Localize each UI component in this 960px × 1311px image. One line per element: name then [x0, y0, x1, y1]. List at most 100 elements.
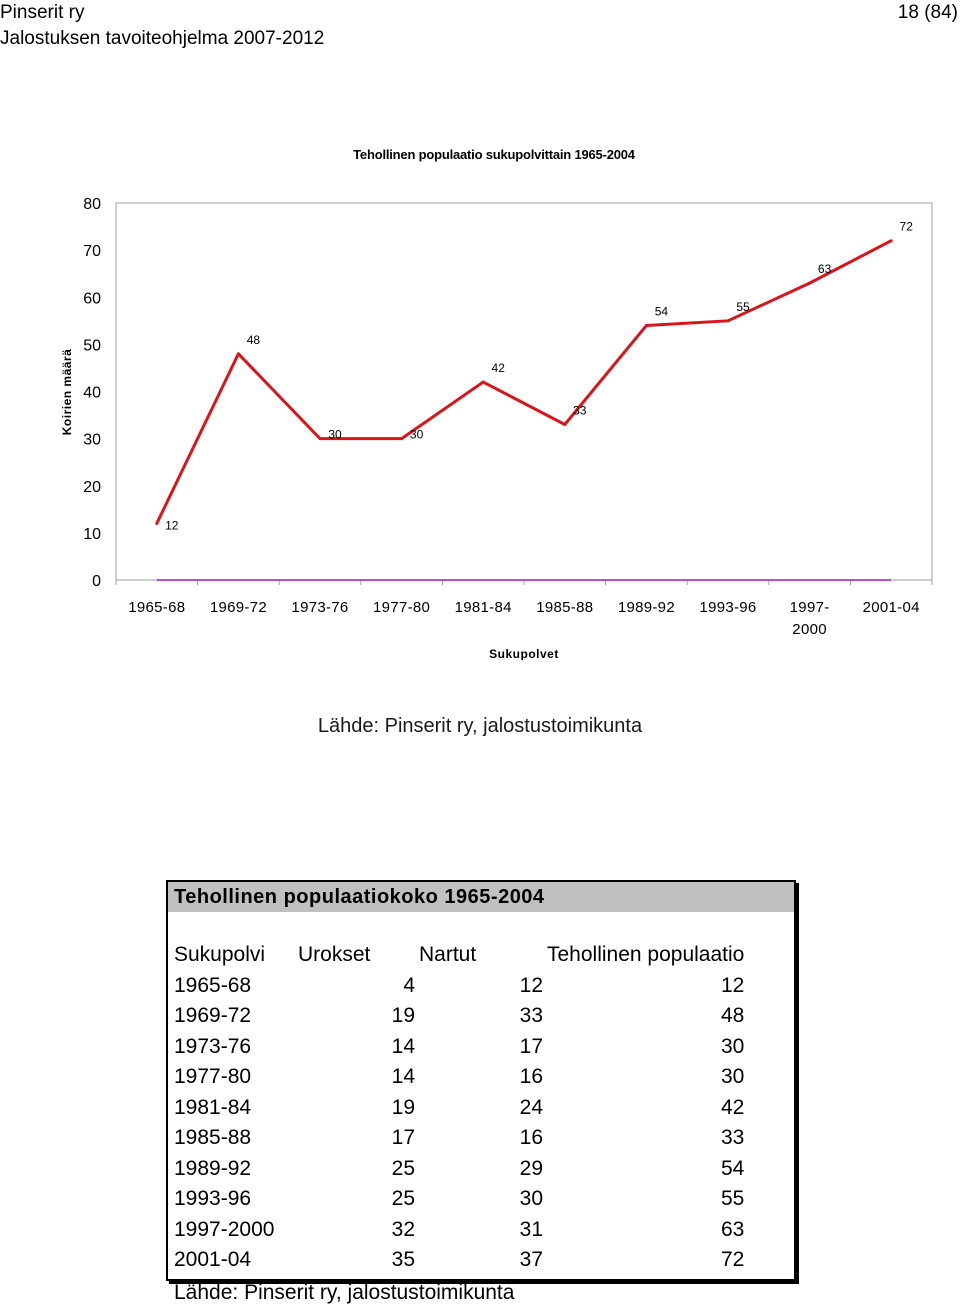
table-cell: 55: [720, 1187, 745, 1211]
x-tick-label: 1989-92: [618, 599, 675, 616]
table-cell: 30: [519, 1187, 543, 1211]
table-cell: 33: [519, 1004, 543, 1028]
table-cell: 2001-04: [174, 1248, 252, 1272]
data-point: [400, 437, 404, 441]
table-header-row: Sukupolvi Urokset Nartut Tehollinen popu…: [174, 940, 748, 971]
table-row: 1969-72 19 33 48: [174, 1001, 748, 1032]
table-cell: 29: [519, 1156, 543, 1180]
x-tick-label: 2001-04: [863, 599, 920, 616]
table-row: 1997-2000 32 31 63: [174, 1215, 748, 1246]
population-table: Sukupolvi Urokset Nartut Tehollinen popu…: [174, 940, 748, 1276]
table-cell: 19: [391, 1095, 415, 1119]
table-row: 1977-80 14 16 30: [174, 1062, 748, 1093]
table-cell: 30: [720, 1065, 745, 1089]
table-cell: 17: [391, 1126, 415, 1150]
table-row: 1965-68 4 12 12: [174, 971, 748, 1002]
y-tick-label: 30: [83, 432, 101, 449]
data-label: 48: [247, 333, 261, 347]
line-chart: Tehollinen populaatio sukupolvittain 196…: [60, 147, 933, 660]
y-tick-label: 40: [83, 385, 101, 402]
table-cell: 14: [391, 1034, 415, 1058]
table-cell: 1997-2000: [174, 1217, 275, 1241]
x-tick-label: 1993-96: [699, 599, 756, 616]
data-label: 33: [573, 403, 587, 417]
x-tick-label: 1985-88: [536, 599, 593, 616]
data-point: [481, 380, 485, 384]
y-tick-label: 80: [83, 196, 101, 213]
data-point: [563, 422, 567, 426]
table-cell: 16: [519, 1065, 543, 1089]
table-cell: 17: [519, 1034, 543, 1058]
table-cell: 37: [519, 1248, 543, 1272]
y-tick-label: 50: [83, 337, 101, 354]
data-label: 30: [410, 428, 424, 442]
table-cell: 1977-80: [174, 1065, 252, 1089]
table-source: Lähde: Pinserit ry, jalostustoimikunta: [174, 1281, 515, 1304]
table-cell: 33: [720, 1126, 745, 1150]
table-cell: 25: [391, 1187, 415, 1211]
data-label: 63: [818, 262, 832, 276]
table-cell: 32: [391, 1217, 415, 1241]
x-tick-label: 1969-72: [210, 599, 267, 616]
table-title: Tehollinen populaatiokoko 1965-2004: [168, 882, 794, 912]
table-cell: 12: [519, 973, 543, 997]
y-axis: 0 10 20 30 40 50 60 70 80: [83, 196, 101, 590]
table-row: 1993-96 25 30 55: [174, 1184, 748, 1215]
org-name: Pinserit ry: [0, 2, 85, 23]
table-row: 2001-04 35 37 72: [174, 1245, 748, 1276]
table-cell: 1969-72: [174, 1004, 252, 1028]
y-tick-label: 0: [92, 573, 101, 590]
x-tick-label: 1981-84: [455, 599, 512, 616]
col-header: Tehollinen populaatio: [547, 943, 745, 967]
table-cell: 72: [720, 1248, 745, 1272]
data-point: [644, 324, 648, 328]
data-label: 12: [165, 518, 179, 532]
table-cell: 31: [519, 1217, 543, 1241]
table-row: 1981-84 19 24 42: [174, 1093, 748, 1124]
x-tick-label: 2000: [792, 621, 827, 638]
table-cell: 30: [720, 1034, 745, 1058]
document-title: Jalostuksen tavoiteohjelma 2007-2012: [0, 28, 325, 49]
table-cell: 1973-76: [174, 1034, 252, 1058]
page-header-left: Pinserit ry Jalostuksen tavoiteohjelma 2…: [0, 0, 324, 52]
x-tick-label: 1977-80: [373, 599, 430, 616]
x-tick-label: 1965-68: [128, 599, 185, 616]
page-number: 18 (84): [897, 2, 958, 23]
table-row: 1985-88 17 16 33: [174, 1123, 748, 1154]
data-label: 30: [328, 428, 342, 442]
table-cell: 1965-68: [174, 973, 252, 997]
y-tick-label: 20: [83, 479, 101, 496]
table-cell: 35: [391, 1248, 415, 1272]
table-cell: 19: [391, 1004, 415, 1028]
table-cell: 54: [720, 1156, 745, 1180]
plot-area: [115, 202, 933, 581]
table-cell: 14: [391, 1065, 415, 1089]
y-tick-label: 10: [83, 526, 101, 543]
y-tick-label: 60: [83, 290, 101, 307]
data-point: [155, 521, 159, 525]
series-line: [155, 239, 892, 525]
table-cell: 1981-84: [174, 1095, 252, 1119]
table-cell: 1985-88: [174, 1126, 252, 1150]
table-cell: 24: [519, 1095, 543, 1119]
table-cell: 1993-96: [174, 1187, 252, 1211]
table-row: 1973-76 14 17 30: [174, 1032, 748, 1063]
x-axis-label: Sukupolvet: [489, 647, 559, 660]
y-axis-label: Koirien määrä: [60, 349, 74, 436]
table-cell: 25: [391, 1156, 415, 1180]
data-label: 72: [900, 220, 914, 234]
table-cell: 42: [720, 1095, 745, 1119]
table-row: 1989-92 25 29 54: [174, 1154, 748, 1185]
x-tick-label: 1997-: [790, 599, 830, 616]
table-cell: 4: [403, 973, 415, 997]
col-header: Urokset: [298, 943, 371, 967]
data-point: [808, 281, 812, 285]
data-label: 54: [655, 305, 669, 319]
population-table-box: Tehollinen populaatiokoko 1965-2004 Suku…: [166, 880, 796, 1281]
chart-series: 12 48 30 30 42 33 54 55 63 72: [155, 220, 914, 581]
x-axis: 1965-68 1969-72 1973-76 1977-80 1981-84 1985-…: [115, 580, 933, 638]
table-cell: 16: [519, 1126, 543, 1150]
y-tick-label: 70: [83, 243, 101, 260]
table-cell: 1989-92: [174, 1156, 252, 1180]
data-point: [889, 239, 893, 243]
